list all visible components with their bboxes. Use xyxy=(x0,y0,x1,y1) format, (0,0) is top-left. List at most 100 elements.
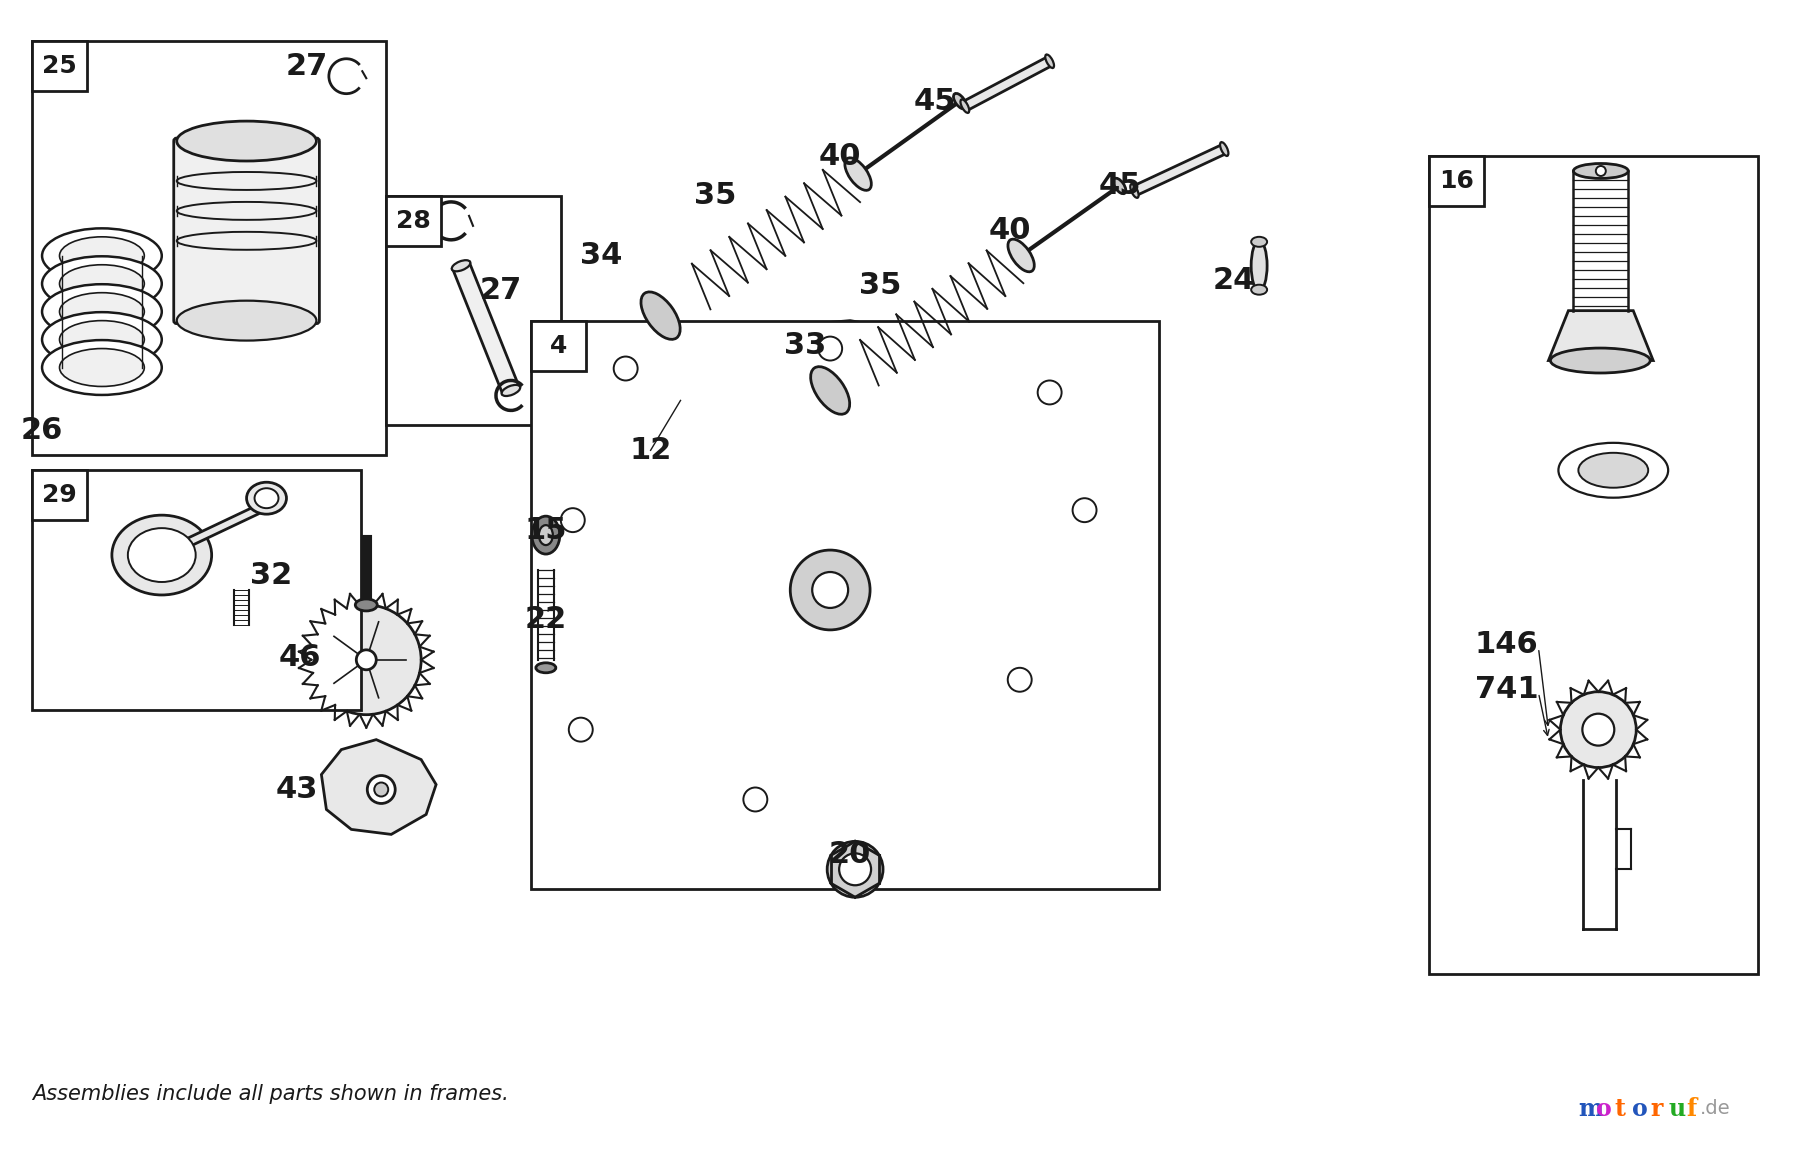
Polygon shape xyxy=(322,740,436,834)
Ellipse shape xyxy=(1112,178,1125,194)
Polygon shape xyxy=(738,622,817,708)
Ellipse shape xyxy=(41,285,162,339)
Ellipse shape xyxy=(41,313,162,367)
Ellipse shape xyxy=(1579,453,1649,488)
Ellipse shape xyxy=(502,385,520,396)
Ellipse shape xyxy=(1220,142,1228,156)
Polygon shape xyxy=(536,321,1134,849)
Text: 22: 22 xyxy=(526,605,567,634)
Bar xyxy=(387,196,441,246)
Circle shape xyxy=(828,841,884,897)
Text: 40: 40 xyxy=(819,142,862,171)
Circle shape xyxy=(562,508,585,532)
Circle shape xyxy=(614,357,637,380)
Ellipse shape xyxy=(41,257,162,311)
Ellipse shape xyxy=(1550,349,1651,373)
Text: t: t xyxy=(1615,1097,1625,1120)
Ellipse shape xyxy=(1251,241,1267,290)
Ellipse shape xyxy=(176,121,317,162)
Polygon shape xyxy=(862,546,974,576)
Polygon shape xyxy=(686,603,797,633)
Text: 15: 15 xyxy=(524,516,567,545)
Ellipse shape xyxy=(59,237,144,274)
Bar xyxy=(531,321,1159,889)
Circle shape xyxy=(1561,691,1636,768)
Ellipse shape xyxy=(844,158,871,191)
Bar xyxy=(32,42,86,91)
Circle shape xyxy=(743,788,767,811)
Polygon shape xyxy=(862,603,947,682)
Ellipse shape xyxy=(176,301,317,340)
Text: 28: 28 xyxy=(396,209,430,232)
Text: m: m xyxy=(1579,1097,1604,1120)
Text: 43: 43 xyxy=(275,775,317,804)
Ellipse shape xyxy=(810,367,850,415)
Ellipse shape xyxy=(59,265,144,302)
Ellipse shape xyxy=(59,321,144,359)
Text: 45: 45 xyxy=(914,87,956,116)
Ellipse shape xyxy=(254,488,279,508)
Ellipse shape xyxy=(1008,239,1035,272)
Bar xyxy=(1429,156,1759,974)
Circle shape xyxy=(367,775,396,803)
Ellipse shape xyxy=(1130,184,1139,198)
Circle shape xyxy=(1037,380,1062,404)
Text: Assemblies include all parts shown in frames.: Assemblies include all parts shown in fr… xyxy=(32,1084,509,1104)
Circle shape xyxy=(790,550,869,630)
Text: 20: 20 xyxy=(830,840,871,869)
Text: 34: 34 xyxy=(580,242,623,271)
Ellipse shape xyxy=(452,260,470,271)
Ellipse shape xyxy=(954,93,967,109)
Text: 146: 146 xyxy=(1474,630,1539,659)
Polygon shape xyxy=(844,622,873,734)
Circle shape xyxy=(839,853,871,885)
Circle shape xyxy=(356,650,376,669)
Polygon shape xyxy=(1548,310,1652,360)
Bar xyxy=(32,471,362,710)
Ellipse shape xyxy=(1046,55,1055,69)
Circle shape xyxy=(812,572,848,608)
Ellipse shape xyxy=(128,528,196,582)
Circle shape xyxy=(819,337,842,360)
Text: 27: 27 xyxy=(481,277,522,306)
Polygon shape xyxy=(1483,360,1723,571)
Ellipse shape xyxy=(538,525,553,545)
Ellipse shape xyxy=(1251,237,1267,246)
Polygon shape xyxy=(1489,571,1714,695)
Circle shape xyxy=(671,430,990,749)
Circle shape xyxy=(374,782,389,796)
Ellipse shape xyxy=(961,100,968,113)
Text: 12: 12 xyxy=(630,436,671,465)
Circle shape xyxy=(1008,668,1031,691)
Polygon shape xyxy=(1132,144,1226,195)
Polygon shape xyxy=(963,57,1051,110)
Text: 32: 32 xyxy=(250,560,293,589)
FancyBboxPatch shape xyxy=(175,138,319,323)
Polygon shape xyxy=(787,446,817,558)
Circle shape xyxy=(311,605,421,715)
Polygon shape xyxy=(713,497,797,576)
Ellipse shape xyxy=(1573,164,1629,179)
Circle shape xyxy=(1582,713,1615,746)
Text: o: o xyxy=(1597,1097,1613,1120)
Ellipse shape xyxy=(59,349,144,387)
Text: 24: 24 xyxy=(1213,266,1255,295)
Polygon shape xyxy=(454,263,518,394)
Ellipse shape xyxy=(112,515,212,595)
Circle shape xyxy=(569,718,592,741)
Text: o: o xyxy=(1633,1097,1649,1120)
Ellipse shape xyxy=(536,662,556,673)
Text: 26: 26 xyxy=(22,416,63,445)
Text: 35: 35 xyxy=(859,271,902,300)
Ellipse shape xyxy=(41,229,162,284)
Ellipse shape xyxy=(59,293,144,331)
Bar xyxy=(32,42,387,456)
Text: 29: 29 xyxy=(41,483,77,507)
Bar xyxy=(32,471,86,521)
Text: 45: 45 xyxy=(1098,172,1141,201)
Text: 35: 35 xyxy=(695,181,736,210)
Ellipse shape xyxy=(41,340,162,395)
Text: u: u xyxy=(1669,1097,1685,1120)
Text: .de: .de xyxy=(1699,1099,1732,1118)
Text: 46: 46 xyxy=(279,644,320,673)
